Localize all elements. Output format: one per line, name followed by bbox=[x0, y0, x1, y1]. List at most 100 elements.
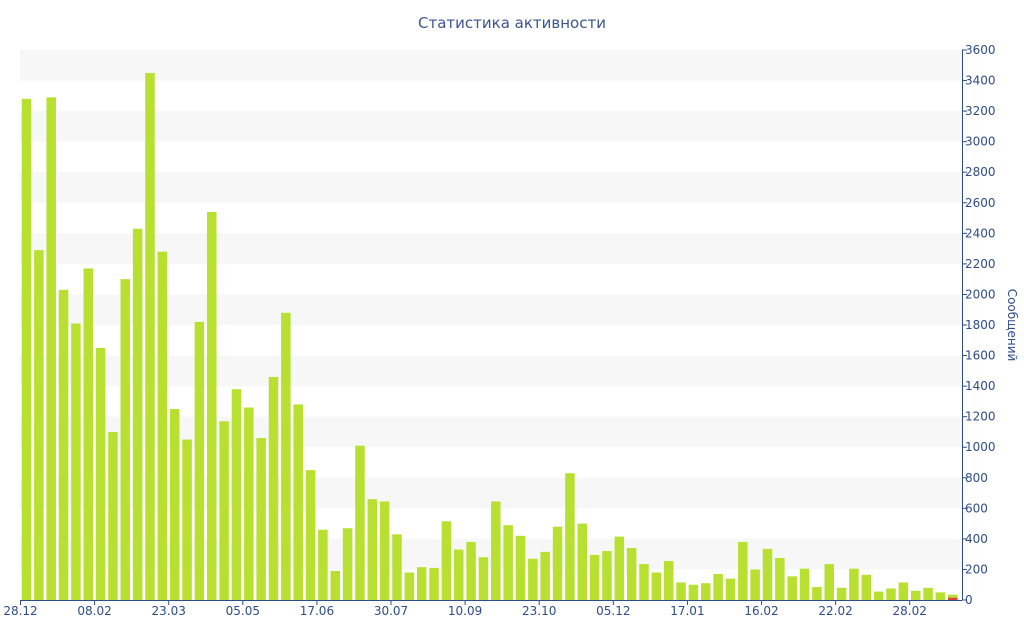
bar[interactable] bbox=[503, 525, 513, 600]
bar[interactable] bbox=[651, 572, 662, 601]
bar[interactable] bbox=[293, 404, 303, 600]
bar[interactable] bbox=[83, 268, 94, 600]
bar[interactable] bbox=[849, 568, 859, 600]
bar[interactable] bbox=[305, 470, 316, 600]
bar[interactable] bbox=[145, 72, 155, 600]
y-tick-label: 2400 bbox=[965, 226, 996, 240]
bar[interactable] bbox=[491, 501, 501, 600]
bar[interactable] bbox=[836, 587, 847, 600]
bar[interactable] bbox=[775, 557, 785, 600]
bar[interactable] bbox=[21, 98, 32, 600]
y-tick-label: 1800 bbox=[965, 318, 996, 332]
bar[interactable] bbox=[441, 521, 452, 600]
bar[interactable] bbox=[701, 583, 711, 600]
bar[interactable] bbox=[787, 576, 797, 600]
y-tick-label: 400 bbox=[965, 532, 988, 546]
y-tick-label: 1400 bbox=[965, 379, 996, 393]
bar[interactable] bbox=[898, 582, 909, 600]
bar[interactable] bbox=[577, 523, 588, 600]
bar[interactable] bbox=[108, 431, 118, 600]
bar[interactable] bbox=[194, 321, 205, 600]
bar[interactable] bbox=[454, 549, 464, 600]
bar[interactable] bbox=[663, 561, 674, 600]
bar[interactable] bbox=[46, 97, 56, 600]
bar-highlight bbox=[948, 597, 958, 601]
x-tick-label: 22.02 bbox=[818, 604, 852, 618]
bar[interactable] bbox=[762, 548, 773, 600]
grid-band bbox=[20, 233, 962, 264]
bar[interactable] bbox=[342, 528, 353, 600]
bar[interactable] bbox=[466, 541, 476, 600]
y-tick-label: 0 bbox=[965, 593, 973, 607]
bar[interactable] bbox=[256, 438, 266, 600]
bar[interactable] bbox=[95, 347, 106, 600]
bar[interactable] bbox=[923, 587, 933, 600]
bar[interactable] bbox=[379, 501, 390, 600]
bar[interactable] bbox=[540, 551, 550, 600]
bar[interactable] bbox=[713, 574, 723, 600]
grid-band bbox=[20, 294, 962, 325]
x-tick-label: 30.07 bbox=[374, 604, 408, 618]
bar[interactable] bbox=[935, 592, 946, 600]
y-tick-label: 3200 bbox=[965, 104, 996, 118]
y-tick-label: 3000 bbox=[965, 135, 996, 149]
bar[interactable] bbox=[132, 228, 143, 600]
bar[interactable] bbox=[219, 421, 229, 600]
bar[interactable] bbox=[639, 564, 649, 600]
bar[interactable] bbox=[404, 572, 415, 601]
bar[interactable] bbox=[231, 389, 242, 600]
x-tick-label: 23.10 bbox=[522, 604, 556, 618]
bar[interactable] bbox=[182, 439, 192, 600]
bar[interactable] bbox=[71, 323, 81, 600]
grid-band bbox=[20, 111, 962, 142]
bar[interactable] bbox=[416, 567, 427, 600]
y-tick-label: 3400 bbox=[965, 74, 996, 88]
bar[interactable] bbox=[799, 568, 810, 600]
x-tick-label: 17.06 bbox=[300, 604, 334, 618]
y-tick-label: 2200 bbox=[965, 257, 996, 271]
bar[interactable] bbox=[910, 590, 921, 600]
x-tick-label: 08.02 bbox=[77, 604, 111, 618]
bar[interactable] bbox=[268, 376, 279, 600]
bar[interactable] bbox=[34, 250, 44, 600]
bar[interactable] bbox=[886, 588, 896, 600]
bar[interactable] bbox=[429, 567, 439, 600]
bar[interactable] bbox=[602, 551, 612, 600]
bar[interactable] bbox=[58, 289, 69, 600]
bar[interactable] bbox=[157, 251, 168, 600]
bars bbox=[21, 72, 958, 601]
bar[interactable] bbox=[948, 594, 958, 600]
bar[interactable] bbox=[120, 279, 131, 600]
bar[interactable] bbox=[367, 499, 378, 600]
bar[interactable] bbox=[207, 211, 217, 600]
grid-band bbox=[20, 50, 962, 81]
bar[interactable] bbox=[688, 584, 699, 600]
bar[interactable] bbox=[528, 558, 538, 600]
bar[interactable] bbox=[738, 541, 748, 600]
bar[interactable] bbox=[565, 473, 575, 600]
y-axis-ticks: 0 200 400 600 800 1000 1200 1400 1600 1800 2000 220… bbox=[962, 43, 996, 607]
bar[interactable] bbox=[873, 591, 884, 600]
bar[interactable] bbox=[244, 407, 254, 601]
bar[interactable] bbox=[725, 578, 736, 600]
bar[interactable] bbox=[515, 535, 526, 600]
chart-title: Статистика активности bbox=[418, 14, 606, 32]
bar[interactable] bbox=[824, 564, 835, 600]
bar[interactable] bbox=[626, 548, 637, 600]
bar[interactable] bbox=[614, 536, 625, 600]
bar[interactable] bbox=[392, 534, 402, 600]
bar[interactable] bbox=[478, 557, 489, 600]
bar[interactable] bbox=[861, 574, 872, 600]
bar[interactable] bbox=[169, 409, 180, 600]
bar[interactable] bbox=[589, 554, 600, 600]
bar[interactable] bbox=[812, 587, 822, 600]
y-tick-label: 800 bbox=[965, 471, 988, 485]
bar[interactable] bbox=[355, 445, 365, 600]
bar[interactable] bbox=[552, 526, 563, 600]
bar[interactable] bbox=[750, 569, 760, 600]
bar[interactable] bbox=[281, 312, 291, 600]
bar[interactable] bbox=[330, 570, 341, 600]
bar[interactable] bbox=[318, 529, 328, 600]
bar[interactable] bbox=[676, 582, 686, 600]
